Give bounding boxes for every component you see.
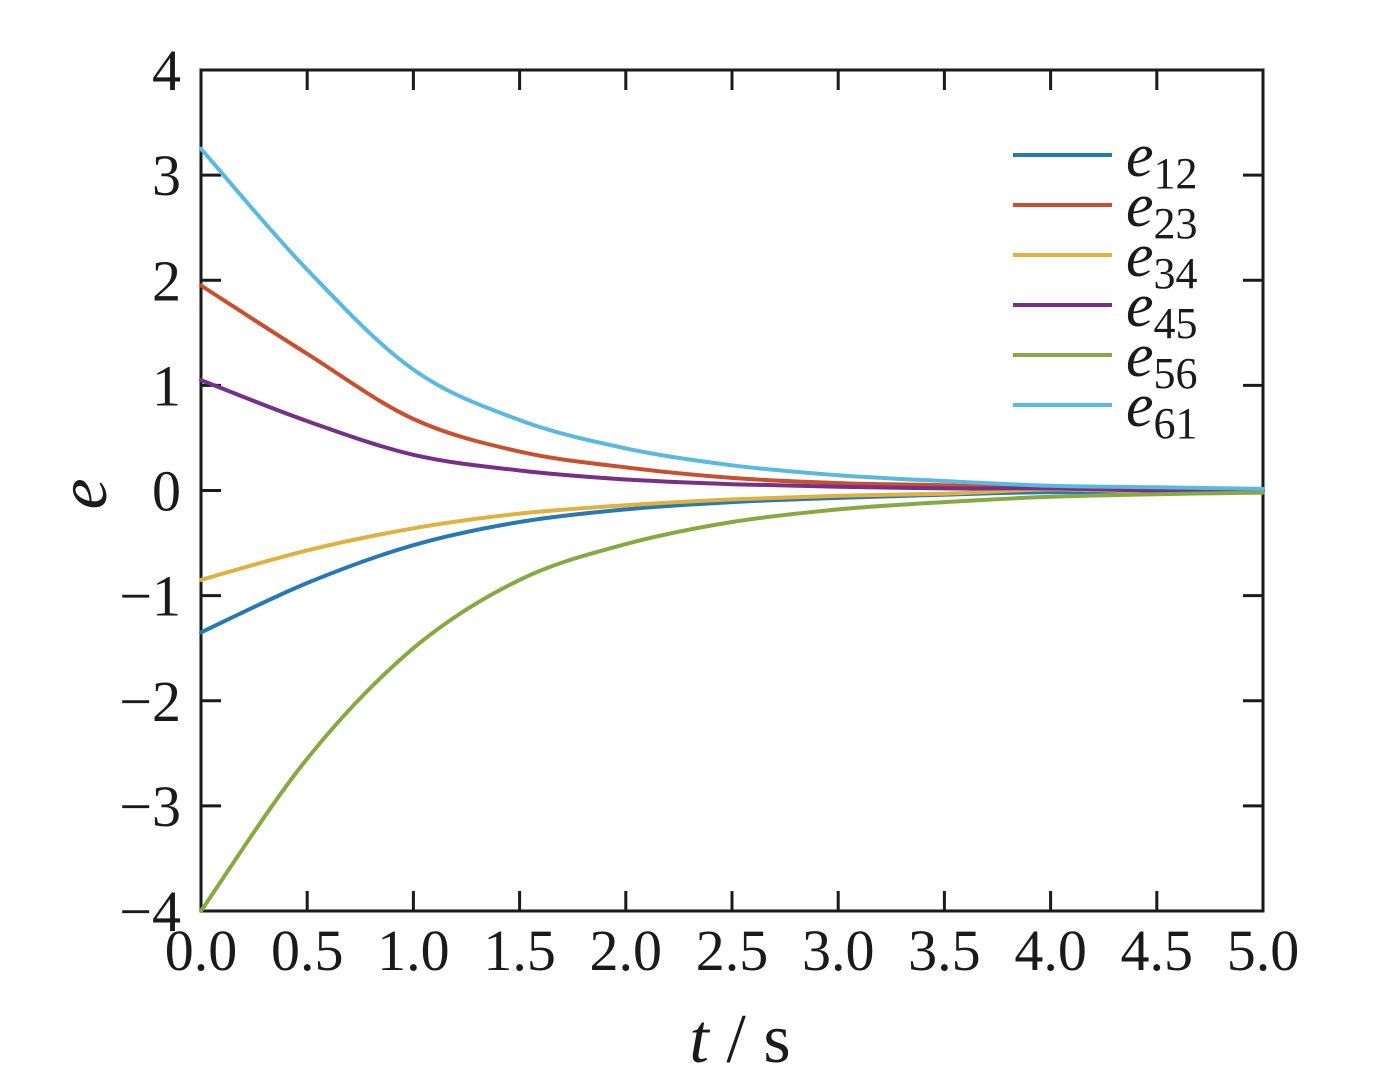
x-tick-label: 2.0 [590,918,663,983]
legend-label-subscript: 12 [1154,149,1198,198]
y-tick-label: 0 [152,459,181,524]
x-tick-label: 1.0 [377,918,450,983]
y-tick-label: 4 [152,38,181,103]
y-tick-label: −1 [119,564,181,629]
y-tick-label: 3 [152,143,181,208]
x-tick-label: 0.5 [271,918,344,983]
x-tick-label: 5.0 [1227,918,1300,983]
series-path-e56 [199,490,1265,913]
y-tick-label: −2 [119,669,181,734]
x-tick-label: 4.0 [1014,918,1087,983]
y-axis-label: e [45,478,122,509]
x-axis-label: t / s [689,1001,790,1078]
series-path-e12 [199,490,1265,635]
legend-label-subscript: 56 [1154,349,1198,398]
legend-label-symbol: e [1126,222,1154,290]
y-tick-label: −4 [119,879,181,944]
legend-label-symbol: e [1126,272,1154,340]
legend-item-e45: e45 [1013,272,1198,348]
legend-item-e34: e34 [1013,222,1198,298]
legend-label-symbol: e [1126,372,1154,440]
x-tick-label: 1.5 [483,918,556,983]
x-axis-label-separator: / [709,1001,763,1078]
legend-label-symbol: e [1126,322,1154,390]
y-tick-label: 1 [152,353,181,418]
legend-item-e23: e23 [1013,172,1198,248]
legend-item-e56: e56 [1013,322,1198,398]
legend-item-e12: e12 [1013,122,1198,198]
y-tick-label: −3 [119,774,181,839]
series-path-e61 [199,146,1265,491]
x-axis-label-unit: s [763,1001,790,1078]
legend-label-e45: e45 [1126,272,1198,348]
legend-item-e61: e61 [1013,372,1198,448]
series-lines [199,146,1265,913]
legend-label-e12: e12 [1126,122,1198,198]
legend-label-subscript: 23 [1154,199,1198,248]
y-tick-label: 2 [152,248,181,313]
legend-label-symbol: e [1126,122,1154,190]
legend-label-subscript: 45 [1154,299,1198,348]
legend-label-subscript: 61 [1154,399,1198,448]
series-path-e23 [199,283,1265,492]
legend-label-e56: e56 [1126,322,1198,398]
legend-label-symbol: e [1126,172,1154,240]
legend-label-e61: e61 [1126,372,1198,448]
axis-tick-labels: 0.0 0.5 1.0 1.5 2.0 2.5 3.0 3.5 4.0 4.5 5.0 4 3 2 1 0 −1… [119,38,1299,983]
x-axis-label-symbol: t [689,1001,710,1078]
x-tick-label: 2.5 [696,918,769,983]
legend-label-subscript: 34 [1154,249,1198,298]
axis-ticks [199,68,1265,913]
series-path-e45 [199,378,1265,493]
x-tick-label: 3.5 [908,918,981,983]
legend-label-e23: e23 [1126,172,1198,248]
x-tick-label: 0.0 [165,918,238,983]
x-tick-label: 4.5 [1121,918,1194,983]
legend-label-e34: e34 [1126,222,1198,298]
x-tick-label: 3.0 [802,918,875,983]
